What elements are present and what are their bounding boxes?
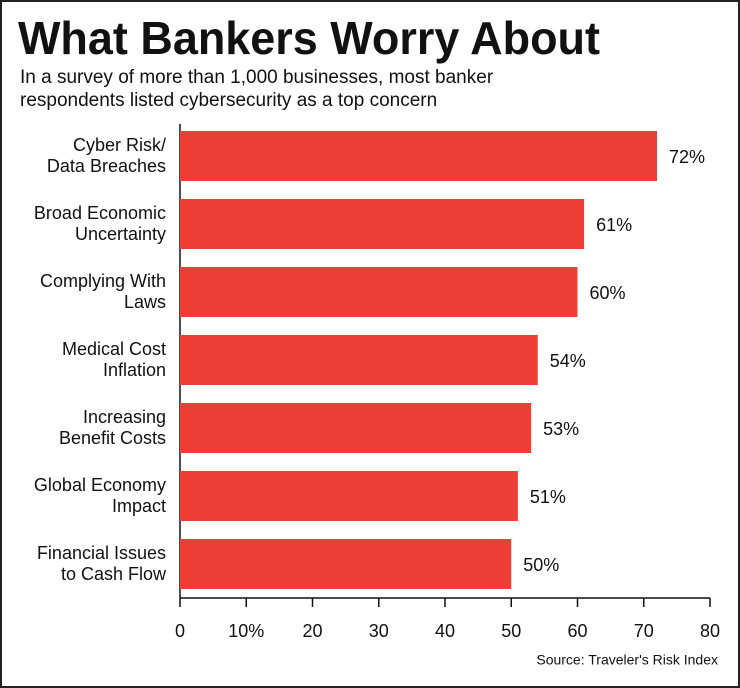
x-tick-label: 30	[369, 621, 389, 641]
source: Source: Traveler's Risk Index	[536, 652, 718, 668]
bar	[180, 199, 585, 249]
bar	[180, 403, 532, 453]
bar	[180, 539, 512, 589]
x-tick-label: 10%	[228, 621, 264, 641]
x-tick-label: 60	[567, 621, 587, 641]
bar	[180, 335, 538, 385]
x-tick-label: 40	[435, 621, 455, 641]
value-label: 54%	[550, 351, 586, 371]
bar	[180, 471, 518, 521]
y-tick-label: Broad Economic Uncertainty	[33, 203, 166, 244]
bar	[180, 131, 657, 181]
y-tick-label: Complying With Laws	[39, 271, 166, 312]
x-tick-label: 0	[175, 621, 185, 641]
y-tick-label: Medical Cost Inflation	[61, 339, 166, 380]
value-label: 72%	[669, 147, 705, 167]
x-tick-label: 70	[634, 621, 654, 641]
y-tick-label: Global Economy Impact	[33, 475, 166, 516]
y-tick-label: Cyber Risk/ Data Breaches	[46, 135, 166, 176]
chart-subtitle: In a survey of more than 1,000 businesse…	[20, 67, 494, 111]
value-label: 60%	[590, 283, 626, 303]
value-label: 50%	[523, 555, 559, 575]
bar	[180, 267, 578, 317]
chart-title: What Bankers Worry About	[18, 12, 600, 64]
y-tick-label: Increasing Benefit Costs	[58, 407, 166, 448]
value-label: 61%	[596, 215, 632, 235]
y-tick-label: Financial Issues to Cash Flow	[36, 543, 166, 584]
x-tick-label: 20	[302, 621, 322, 641]
x-tick-label: 50	[501, 621, 521, 641]
value-label: 53%	[543, 419, 579, 439]
value-label: 51%	[530, 487, 566, 507]
x-tick-label: 80	[700, 621, 720, 641]
